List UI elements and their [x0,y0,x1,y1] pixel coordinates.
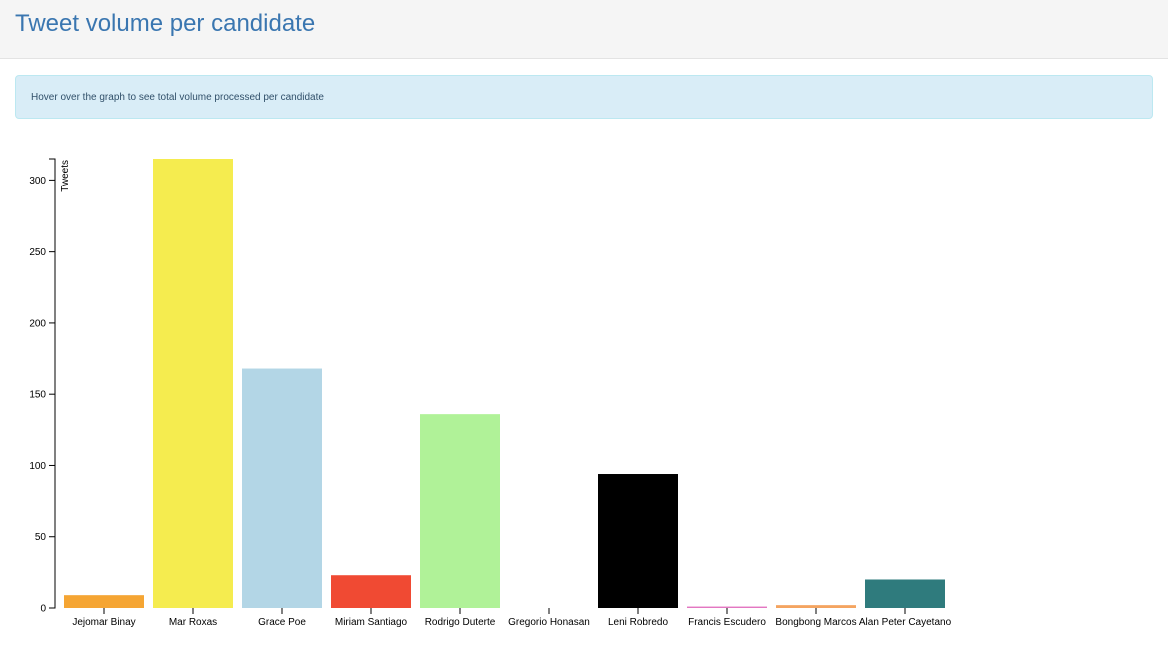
x-tick-label: Grace Poe [258,617,306,628]
x-tick-label: Gregorio Honasan [508,617,590,628]
bar-bongbong-marcos[interactable] [776,605,856,608]
bar-miriam-santiago[interactable] [331,575,411,608]
y-tick-label: 200 [29,318,46,329]
bar-mar-roxas[interactable] [153,159,233,608]
y-axis-line [49,158,56,609]
x-tick-label: Alan Peter Cayetano [859,617,952,628]
y-tick-label: 300 [29,176,46,187]
plot-area: 0 50 100 150 200 250 300 Tweets Jejomar Binay Mar… [29,158,952,628]
y-tick-label: 0 [40,604,46,615]
bar-rodrigo-duterte[interactable] [420,414,500,608]
x-tick-label: Mar Roxas [169,617,217,628]
x-tick-label: Bongbong Marcos [775,617,856,628]
y-tick-label: 150 [29,390,46,401]
y-tick-label: 250 [29,247,46,258]
y-tick-label: 50 [35,532,47,543]
y-axis-label: Tweets [60,160,71,192]
bar-jejomar-binay[interactable] [64,595,144,608]
bar-francis-escudero[interactable] [687,606,767,608]
tweet-volume-bar-chart: 0 50 100 150 200 250 300 Tweets Jejomar Binay Mar… [29,158,952,628]
page-header: Tweet volume per candidate [0,0,1168,59]
y-tick-label: 100 [29,461,46,472]
x-axis-line [58,608,948,614]
x-tick-label: Leni Robredo [608,617,668,628]
x-tick-label: Jejomar Binay [72,617,135,628]
bar-grace-poe[interactable] [242,368,322,608]
bar-alan-peter-cayetano[interactable] [865,579,945,608]
info-alert: Hover over the graph to see total volume… [15,75,1153,119]
info-text: Hover over the graph to see total volume… [31,92,324,103]
bar-leni-robredo[interactable] [598,474,678,608]
x-tick-label: Rodrigo Duterte [425,617,496,628]
x-tick-label: Miriam Santiago [335,617,408,628]
page-title: Tweet volume per candidate [15,10,316,37]
x-tick-label: Francis Escudero [688,617,766,628]
